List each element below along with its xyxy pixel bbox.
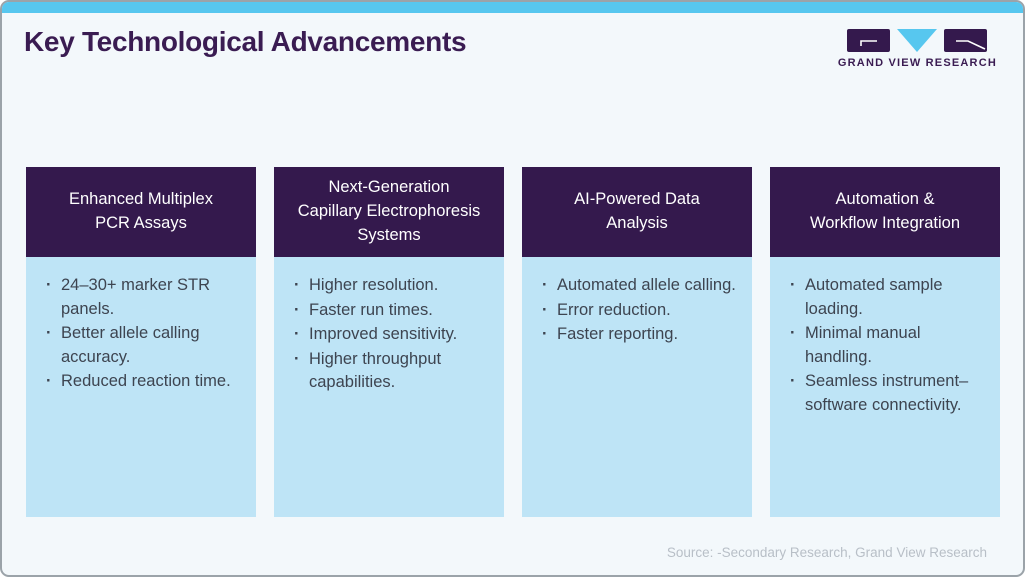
- advancement-columns: Enhanced Multiplex PCR Assays 24–30+ marke…: [26, 167, 1000, 517]
- card-header-line: Systems: [357, 225, 421, 244]
- advancement-card: Automation & Workflow Integration Automate…: [770, 167, 1000, 517]
- card-header: Next-Generation Capillary Electrophoresis…: [274, 167, 504, 257]
- card-header-line: Enhanced Multiplex: [68, 190, 213, 209]
- logo-g-block-icon: [847, 29, 891, 52]
- advancement-card: Enhanced Multiplex PCR Assays 24–30+ marke…: [26, 167, 256, 517]
- source-note: Source: -Secondary Research, Grand View …: [666, 545, 987, 560]
- header-row: Key Technological Advancements GRAND VIE…: [24, 27, 997, 69]
- bullet-list: Automated sample loading.Minimal manual …: [784, 274, 990, 418]
- bullet-item: Error reduction.: [536, 299, 742, 323]
- bullet-list: Higher resolution.Faster run times.Impro…: [288, 274, 494, 395]
- card-header-line: Next-Generation: [328, 178, 450, 197]
- card-body: Automated allele calling.Error reduction…: [522, 257, 752, 517]
- bullet-list: Automated allele calling.Error reduction…: [536, 274, 742, 347]
- bullet-item: Better allele calling accuracy.: [40, 322, 246, 369]
- card-header: AI-Powered Data Analysis: [522, 167, 752, 257]
- bullet-item: Reduced reaction time.: [40, 370, 246, 394]
- bullet-item: 24–30+ marker STR panels.: [40, 274, 246, 321]
- logo-v-triangle-icon: [897, 29, 938, 52]
- card-header: Automation & Workflow Integration: [770, 167, 1000, 257]
- card-header-line: PCR Assays: [95, 214, 187, 232]
- bullet-item: Improved sensitivity.: [288, 323, 494, 347]
- card-header: Enhanced Multiplex PCR Assays: [26, 167, 256, 257]
- bullet-item: Minimal manual handling.: [784, 322, 990, 369]
- bullet-item: Faster run times.: [288, 299, 494, 323]
- gvr-logo-icon: [847, 29, 988, 52]
- grand-view-research-logo: GRAND VIEW RESEARCH: [838, 29, 997, 69]
- advancement-card: Next-Generation Capillary Electrophoresis…: [274, 167, 504, 517]
- card-header-line: Automation &: [835, 190, 935, 209]
- bullet-list: 24–30+ marker STR panels.Better allele c…: [40, 274, 246, 394]
- bullet-item: Seamless instrument–software connectivit…: [784, 370, 990, 417]
- card-header-line: AI-Powered Data: [574, 190, 700, 209]
- logo-wordmark: GRAND VIEW RESEARCH: [837, 57, 997, 69]
- bullet-item: Higher throughput capabilities.: [288, 348, 494, 395]
- page-title: Key Technological Advancements: [24, 26, 467, 57]
- logo-r-block-icon: [944, 29, 988, 52]
- bullet-item: Automated sample loading.: [784, 274, 990, 321]
- card-body: Automated sample loading.Minimal manual …: [770, 257, 1000, 517]
- card-header-line: Workflow Integration: [809, 214, 961, 232]
- card-body: Higher resolution.Faster run times.Impro…: [274, 257, 504, 517]
- advancement-card: AI-Powered Data Analysis Automated allele …: [522, 167, 752, 517]
- card-header-line: Capillary Electrophoresis: [297, 202, 481, 221]
- bullet-item: Automated allele calling.: [536, 274, 742, 298]
- card-header-line: Analysis: [606, 214, 668, 232]
- bullet-item: Faster reporting.: [536, 323, 742, 347]
- bullet-item: Higher resolution.: [288, 274, 494, 298]
- card-body: 24–30+ marker STR panels.Better allele c…: [26, 257, 256, 517]
- top-accent-bar: [2, 2, 1023, 13]
